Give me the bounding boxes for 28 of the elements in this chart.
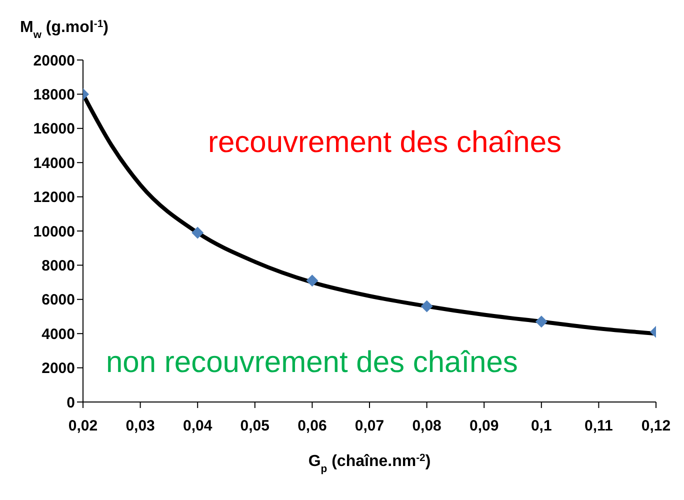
x-tick-label: 0,08 <box>412 418 442 435</box>
y-tick-label: 8000 <box>42 258 75 275</box>
point <box>420 300 433 312</box>
y-tick-label: 18000 <box>33 86 75 104</box>
annotation: recouvrement des chaînes <box>208 126 562 160</box>
x-tick-label: 0,03 <box>126 418 155 435</box>
x-tick-label: 0,02 <box>68 418 98 435</box>
point <box>306 274 318 287</box>
x-tick-label: 0,06 <box>298 418 327 435</box>
y-tick-label: 4000 <box>42 326 75 343</box>
x-axis-title: G$_{p}$ (chaîne.nm$^{-2}$) <box>308 452 431 474</box>
x-tick-label: 0,12 <box>641 418 671 435</box>
y-tick-label: 6000 <box>42 292 75 309</box>
x-tick-label: 0,09 <box>470 418 499 435</box>
y-tick-label: 16000 <box>33 120 75 138</box>
y-tick-label: 20000 <box>33 52 75 70</box>
x-tick-label: 0,07 <box>354 418 384 435</box>
y-axis-title: M$_{w}$ (g.mol$^{-1}$) <box>20 18 108 40</box>
y-tick-label: 14000 <box>33 154 75 172</box>
x-tick-label: 0,05 <box>240 418 270 435</box>
x-tick-label: 0,04 <box>183 418 213 435</box>
x-tick-label: 0,1 <box>530 418 552 435</box>
y-tick-label: 10000 <box>33 223 75 240</box>
y-tick-label: 2000 <box>42 360 75 378</box>
x-tick-label: 0,11 <box>584 418 613 435</box>
y-tick-label: 12000 <box>33 189 75 206</box>
y-tick-label: 0 <box>66 394 75 412</box>
annotation: non recouvrement des chaînes <box>106 346 518 380</box>
